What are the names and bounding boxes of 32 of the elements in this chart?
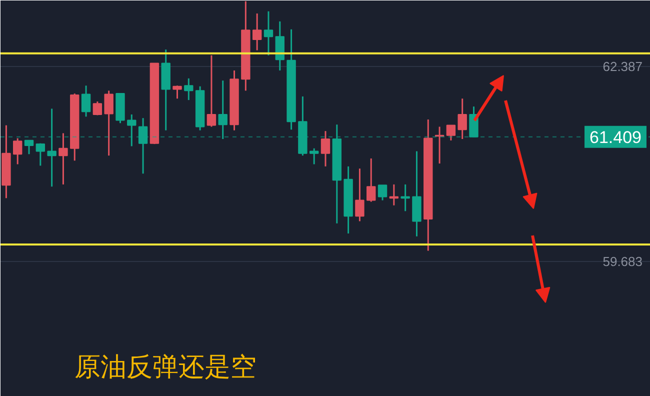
- text: 原油反弹还是空: [74, 352, 256, 382]
- candlestick: [81, 84, 91, 118]
- ref-line-label: 61.409: [590, 128, 642, 147]
- y-tick-label: 59.683: [602, 254, 643, 269]
- candlestick: [92, 100, 102, 116]
- candlestick: [320, 130, 330, 168]
- candlestick: [275, 20, 284, 72]
- candlestick: [446, 124, 456, 142]
- candlestick: [172, 84, 182, 100]
- candlestick: [24, 140, 34, 155]
- y-tick-label: 62.387: [602, 58, 643, 74]
- candlestick: [378, 184, 388, 202]
- candlestick: [184, 78, 194, 101]
- candlestick: [58, 132, 68, 186]
- candlestick: [138, 117, 148, 174]
- candlestick: [469, 106, 478, 138]
- candlestick: [355, 168, 364, 222]
- candlestick: [366, 158, 376, 202]
- candlestick: [458, 98, 467, 140]
- candlestick: [434, 126, 444, 164]
- candlestick: [127, 114, 136, 147]
- candlestick: [264, 10, 274, 56]
- candlestick: [218, 80, 228, 140]
- candlestick: [252, 12, 262, 52]
- candlestick: [206, 54, 216, 128]
- candlestick: [104, 90, 114, 156]
- candlestick: [400, 184, 410, 212]
- candlestick: [389, 184, 399, 206]
- candlestick: [36, 142, 46, 166]
- candlestick: [47, 108, 56, 188]
- candlestick: [13, 138, 22, 165]
- candlestick: [309, 148, 319, 165]
